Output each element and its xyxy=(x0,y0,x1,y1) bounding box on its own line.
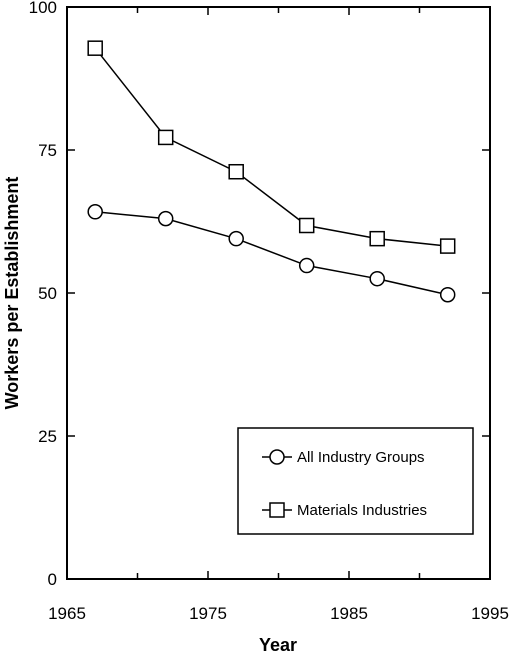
legend-marker-square xyxy=(269,502,285,518)
data-point-circle xyxy=(157,210,174,227)
x-tick-label: 1975 xyxy=(189,604,227,623)
data-point-square xyxy=(87,40,103,56)
x-tick-label: 1965 xyxy=(48,604,86,623)
y-tick-label: 0 xyxy=(48,570,57,589)
data-point-circle xyxy=(369,270,385,287)
y-tick-label: 100 xyxy=(29,0,57,17)
legend-label-materials: Materials Industries xyxy=(297,502,427,519)
data-point-circle xyxy=(439,286,456,303)
y-axis-title: Workers per Establishment xyxy=(2,177,22,410)
y-axis-ticks: 0 25 50 75 100 xyxy=(29,0,490,589)
legend-label-all-industry: All Industry Groups xyxy=(297,449,425,466)
data-point-circle xyxy=(228,230,244,247)
data-point-circle xyxy=(87,204,103,220)
data-point-square xyxy=(228,163,244,180)
data-point-circle xyxy=(298,257,315,274)
y-tick-label: 50 xyxy=(38,284,57,303)
x-axis-ticks: 1965 1975 1985 1995 xyxy=(48,7,509,623)
series-line-0 xyxy=(95,211,448,296)
y-tick-label: 25 xyxy=(38,427,57,446)
data-point-square xyxy=(369,230,385,247)
x-tick-label: 1995 xyxy=(471,604,509,623)
x-tick-label: 1985 xyxy=(330,604,368,623)
x-axis-title: Year xyxy=(259,635,297,655)
legend-marker-circle xyxy=(269,449,285,465)
data-point-square xyxy=(157,129,174,146)
data-point-square xyxy=(439,238,456,254)
series-layer xyxy=(87,40,456,303)
legend: All Industry Groups Materials Industries xyxy=(237,427,474,535)
y-tick-label: 75 xyxy=(38,141,57,160)
data-point-square xyxy=(298,217,315,234)
series-line-1 xyxy=(94,47,448,247)
